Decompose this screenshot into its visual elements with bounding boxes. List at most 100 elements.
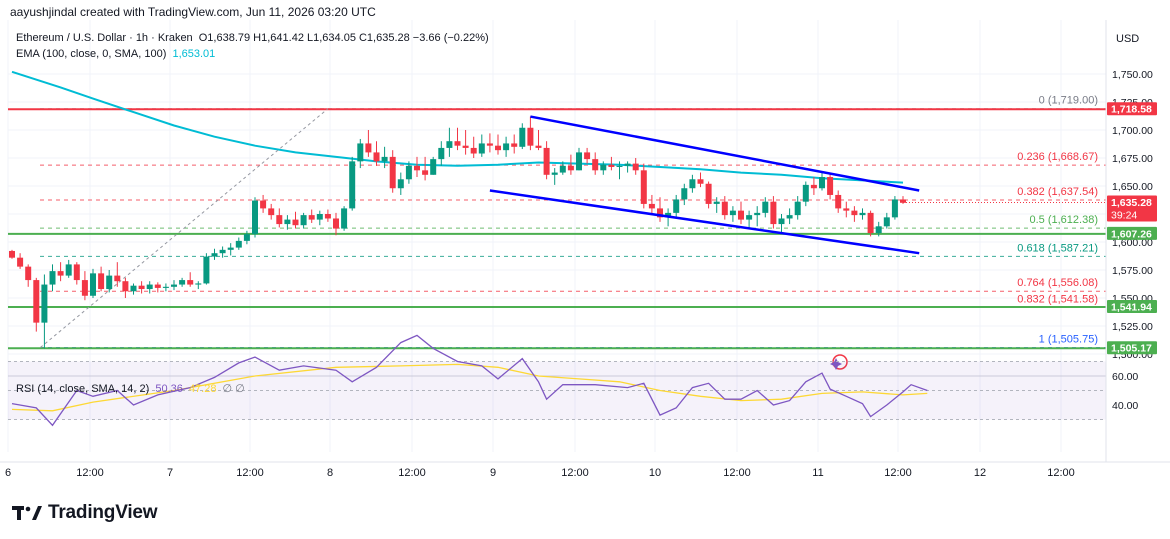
candle[interactable] — [154, 282, 161, 293]
channel-upper-line[interactable] — [530, 115, 920, 192]
candle[interactable] — [162, 283, 169, 292]
candle[interactable] — [511, 134, 518, 154]
candle[interactable] — [292, 211, 299, 229]
candle[interactable] — [746, 210, 753, 229]
candle[interactable] — [106, 270, 113, 293]
candle[interactable] — [535, 130, 542, 151]
candle[interactable] — [333, 212, 339, 236]
candle[interactable] — [519, 123, 526, 150]
candle[interactable] — [365, 130, 372, 157]
candle[interactable] — [786, 208, 793, 225]
candle[interactable] — [397, 172, 404, 195]
candle[interactable] — [49, 264, 56, 292]
candle[interactable] — [729, 206, 736, 222]
candle[interactable] — [592, 152, 599, 175]
candle[interactable] — [57, 262, 64, 282]
candle[interactable] — [122, 277, 129, 298]
candle[interactable] — [414, 156, 420, 178]
candle[interactable] — [438, 141, 445, 166]
candle[interactable] — [316, 210, 323, 226]
candle[interactable] — [324, 209, 331, 222]
candle[interactable] — [486, 133, 493, 153]
candle[interactable] — [503, 136, 510, 157]
candle[interactable] — [576, 147, 582, 171]
channel-lower-line[interactable] — [489, 189, 920, 255]
candle[interactable] — [470, 136, 477, 158]
candle[interactable] — [454, 127, 461, 151]
candle[interactable] — [713, 197, 720, 213]
candle[interactable] — [495, 134, 501, 155]
candle[interactable] — [341, 206, 348, 231]
candle[interactable] — [762, 197, 769, 218]
currency-label[interactable]: USD — [1116, 33, 1140, 45]
candle[interactable] — [25, 264, 32, 287]
candle[interactable] — [543, 141, 550, 180]
candle[interactable] — [203, 253, 210, 285]
candle[interactable] — [243, 230, 250, 245]
candle[interactable] — [859, 208, 866, 220]
candle[interactable] — [17, 253, 24, 269]
candle[interactable] — [608, 156, 615, 171]
candle[interactable] — [891, 196, 898, 220]
candle[interactable] — [81, 271, 88, 301]
ema-label[interactable]: EMA (100, close, 0, SMA, 100) — [16, 48, 167, 60]
candle[interactable] — [98, 266, 105, 292]
candle[interactable] — [195, 281, 202, 290]
candle[interactable] — [559, 161, 566, 175]
candle[interactable] — [754, 206, 761, 227]
candle[interactable] — [130, 283, 137, 295]
candle[interactable] — [883, 212, 890, 229]
candle[interactable] — [349, 156, 356, 211]
candle[interactable] — [794, 196, 801, 220]
candle[interactable] — [405, 161, 412, 184]
candle[interactable] — [446, 127, 453, 157]
candle[interactable] — [689, 174, 696, 193]
rsi-label[interactable]: RSI (14, close, SMA, 14, 2) — [16, 383, 150, 395]
candle[interactable] — [705, 181, 712, 209]
candle[interactable] — [462, 130, 469, 155]
candle[interactable] — [308, 209, 315, 223]
candle[interactable] — [357, 138, 364, 169]
candle[interactable] — [867, 210, 874, 237]
candle[interactable] — [276, 208, 283, 228]
candle[interactable] — [875, 221, 882, 237]
candle[interactable] — [835, 190, 842, 213]
candle[interactable] — [260, 194, 267, 213]
candle[interactable] — [810, 177, 817, 195]
candle[interactable] — [9, 249, 15, 259]
candle[interactable] — [227, 243, 234, 256]
candle[interactable] — [851, 206, 858, 222]
candle[interactable] — [819, 172, 825, 191]
candle[interactable] — [187, 272, 194, 287]
candle[interactable] — [300, 212, 307, 229]
candle[interactable] — [551, 168, 558, 185]
candle[interactable] — [65, 259, 72, 278]
candle[interactable] — [219, 246, 226, 258]
candle[interactable] — [430, 156, 437, 175]
candle[interactable] — [114, 262, 121, 287]
candle[interactable] — [381, 146, 388, 169]
candle[interactable] — [567, 154, 574, 175]
candle[interactable] — [770, 196, 777, 229]
candle[interactable] — [616, 161, 623, 180]
candle[interactable] — [73, 262, 80, 285]
candle[interactable] — [373, 141, 380, 166]
candle[interactable] — [41, 274, 48, 349]
candle[interactable] — [681, 183, 688, 206]
candle[interactable] — [252, 197, 258, 238]
candle[interactable] — [721, 196, 728, 220]
candle[interactable] — [422, 156, 429, 181]
candle[interactable] — [33, 277, 40, 332]
candle[interactable] — [600, 161, 607, 175]
candle[interactable] — [284, 215, 291, 230]
candle[interactable] — [632, 158, 639, 175]
candle[interactable] — [179, 277, 186, 287]
candle[interactable] — [673, 194, 680, 218]
candle[interactable] — [697, 172, 704, 188]
candle[interactable] — [211, 248, 218, 260]
candle[interactable] — [802, 181, 809, 207]
candle[interactable] — [146, 281, 153, 294]
candle[interactable] — [138, 281, 145, 294]
candle[interactable] — [90, 268, 96, 298]
